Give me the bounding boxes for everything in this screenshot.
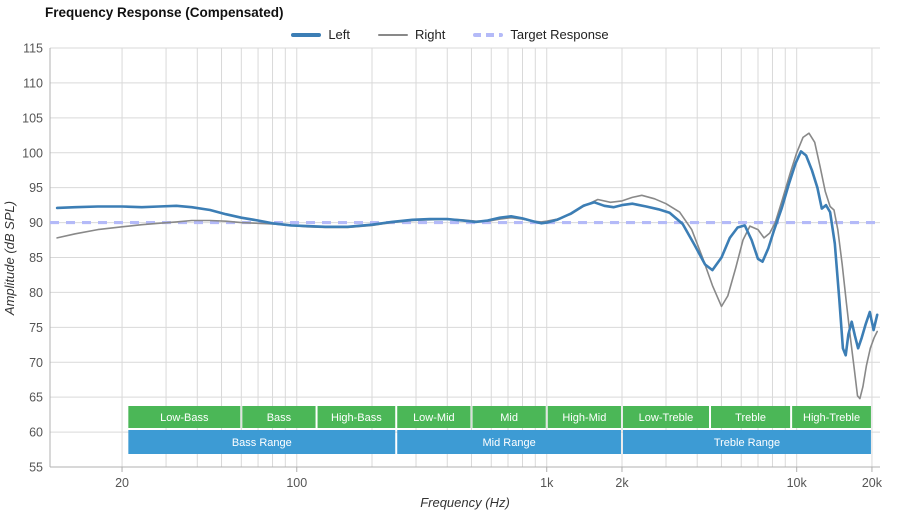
x-tick-label: 1k <box>540 476 554 490</box>
right-series-line <box>56 132 878 400</box>
band-label: Bass <box>267 412 292 424</box>
x-tick-label: 100 <box>286 476 307 490</box>
chart-legend: Left Right Target Response <box>0 27 900 42</box>
y-tick-label: 100 <box>22 146 43 160</box>
y-tick-label: 60 <box>29 426 43 440</box>
y-tick-label: 80 <box>29 286 43 300</box>
band-label: Mid Range <box>483 437 536 449</box>
band-mid <box>472 406 546 428</box>
band-label: Low-Treble <box>639 412 694 424</box>
band-label: Low-Mid <box>413 412 455 424</box>
legend-label-right: Right <box>415 27 446 42</box>
band-label: High-Treble <box>803 412 860 424</box>
band-label: High-Mid <box>562 412 606 424</box>
x-tick-label: 20 <box>115 476 129 490</box>
band-treble-range <box>622 430 871 454</box>
band-label: High-Bass <box>331 412 382 424</box>
band-high-mid <box>547 406 621 428</box>
legend-item-target: Target Response <box>473 27 609 42</box>
target-line-swatch <box>473 32 504 37</box>
y-axis-title: Amplitude (dB SPL) <box>2 201 17 316</box>
y-tick-label: 55 <box>29 461 43 475</box>
y-tick-label: 95 <box>29 181 43 195</box>
y-tick-label: 90 <box>29 216 43 230</box>
x-tick-label: 10k <box>787 476 808 490</box>
band-label: Treble <box>735 412 766 424</box>
band-low-treble <box>622 406 710 428</box>
band-high-bass <box>317 406 396 428</box>
band-bass-range <box>128 430 396 454</box>
legend-label-left: Left <box>328 27 351 42</box>
y-tick-label: 70 <box>29 356 43 370</box>
x-axis-title: Frequency (Hz) <box>420 495 510 510</box>
chart-plot-area: 55 60 65 70 75 80 85 90 95 100 105 110 115 20 100 1k 2k 1… <box>22 42 883 491</box>
right-line-swatch <box>378 33 409 36</box>
left-series-line <box>55 150 879 357</box>
legend-item-right: Right <box>378 27 445 42</box>
y-tick-label: 105 <box>22 111 43 125</box>
band-label: Low-Bass <box>160 412 209 424</box>
y-tick-label: 75 <box>29 321 43 335</box>
y-tick-label: 115 <box>23 42 43 56</box>
band-treble <box>711 406 791 428</box>
band-high-treble <box>792 406 871 428</box>
band-label: Mid <box>500 412 518 424</box>
band-mid-range <box>397 430 621 454</box>
y-tick-label: 65 <box>29 391 43 405</box>
band-label: Bass Range <box>232 437 292 449</box>
band-bass <box>242 406 316 428</box>
band-low-bass <box>128 406 241 428</box>
x-tick-label: 2k <box>615 476 629 490</box>
y-tick-label: 110 <box>23 76 43 90</box>
y-tick-label: 85 <box>29 251 43 265</box>
legend-label-target: Target Response <box>510 27 609 42</box>
band-low-mid <box>397 406 471 428</box>
band-label: Treble Range <box>714 437 780 449</box>
legend-item-left: Left <box>291 27 350 42</box>
left-line-swatch <box>291 32 322 37</box>
chart-title: Frequency Response (Compensated) <box>45 5 284 20</box>
x-tick-label: 20k <box>862 476 883 490</box>
